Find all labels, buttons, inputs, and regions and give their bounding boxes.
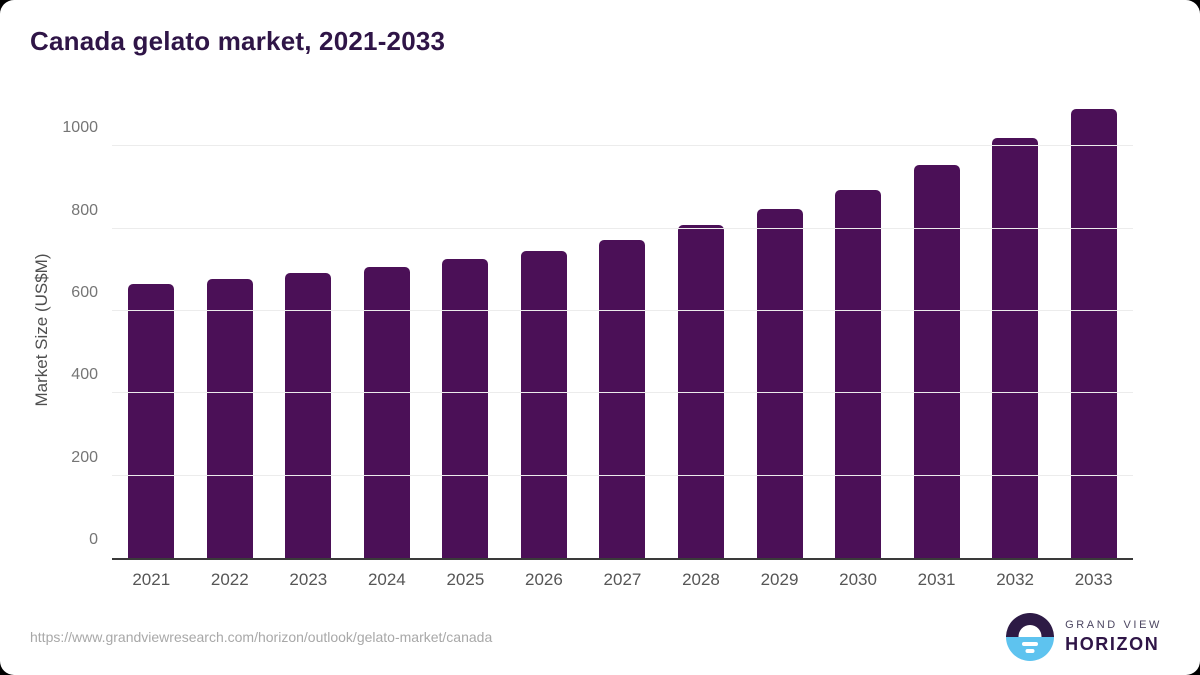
bar-2032[interactable] (992, 138, 1039, 558)
bar-column-2030 (819, 99, 898, 558)
bar-column-2031 (897, 99, 976, 558)
bar-column-2027 (583, 99, 662, 558)
bar-column-2025 (426, 99, 505, 558)
plot-area: 0 200 400 600 800 1000 (62, 99, 1133, 560)
y-tick-label-400: 400 (71, 366, 98, 384)
y-tick-label-800: 800 (71, 201, 98, 219)
y-axis-label: Market Size (US$M) (32, 253, 51, 407)
horizon-sunrise-icon (1006, 613, 1055, 661)
grand-view-horizon-logo: GRAND VIEW HORIZON (1006, 613, 1162, 661)
logo-text-horizon: HORIZON (1065, 633, 1160, 654)
logo-text-grand-view: GRAND VIEW (1065, 618, 1162, 631)
bar-2021[interactable] (128, 284, 175, 558)
x-tick-label-2032: 2032 (996, 570, 1035, 589)
y-tick-label-200: 200 (71, 448, 98, 466)
logo-text: GRAND VIEW HORIZON (1065, 619, 1162, 655)
x-tick-label-2024: 2024 (367, 570, 406, 589)
logo-reflection-line (1025, 649, 1035, 653)
bar-2029[interactable] (756, 209, 803, 558)
bar-2024[interactable] (363, 267, 410, 558)
bar-column-2026 (505, 99, 584, 558)
logo-reflection-line (1022, 642, 1039, 646)
x-tick-label-2022: 2022 (210, 570, 249, 589)
source-url: https://www.grandviewresearch.com/horizo… (30, 629, 493, 645)
x-tick-label-2021: 2021 (132, 570, 171, 589)
bar-2025[interactable] (442, 259, 489, 558)
x-tick-label-2031: 2031 (917, 570, 956, 589)
x-tick-label-2028: 2028 (682, 570, 720, 589)
y-tick-label-600: 600 (71, 284, 98, 302)
bar-column-2033 (1054, 99, 1133, 558)
bar-2031[interactable] (913, 165, 960, 558)
x-axis-labels: 2021 2022 2023 2024 2025 2026 2027 2028 2029 2030… (112, 570, 1133, 590)
x-tick-label-2033: 2033 (1074, 570, 1113, 589)
logo-sun-shape (1018, 625, 1042, 637)
bar-2033[interactable] (1070, 108, 1117, 558)
bar-column-2032 (976, 99, 1055, 558)
gridline-600 (112, 310, 1133, 312)
bar-2023[interactable] (285, 273, 332, 558)
bar-2028[interactable] (677, 225, 724, 558)
chart-title: Canada gelato market, 2021-2033 (30, 26, 446, 56)
x-tick-label-2023: 2023 (289, 570, 328, 589)
bar-column-2028 (662, 99, 741, 558)
bar-column-2029 (740, 99, 819, 558)
footer: https://www.grandviewresearch.com/horizo… (30, 611, 1162, 663)
x-tick-label-2029: 2029 (760, 570, 799, 589)
bar-column-2024 (348, 99, 427, 558)
bar-column-2023 (269, 99, 348, 558)
bar-column-2022 (191, 99, 270, 558)
bar-2027[interactable] (599, 240, 646, 558)
y-tick-label-1000: 1000 (62, 119, 98, 137)
gridline-1000 (112, 145, 1133, 147)
x-tick-label-2026: 2026 (525, 570, 563, 589)
bar-2026[interactable] (520, 250, 567, 558)
bar-series (112, 99, 1133, 558)
gridline-200 (112, 474, 1133, 476)
x-tick-label-2025: 2025 (446, 570, 485, 589)
gridline-400 (112, 392, 1133, 394)
x-tick-label-2030: 2030 (839, 570, 877, 589)
bar-2022[interactable] (206, 278, 253, 558)
x-tick-label-2027: 2027 (603, 570, 642, 589)
gridline-800 (112, 227, 1133, 229)
y-tick-label-0: 0 (89, 531, 98, 548)
bar-2030[interactable] (835, 189, 882, 558)
bar-column-2021 (112, 99, 191, 558)
